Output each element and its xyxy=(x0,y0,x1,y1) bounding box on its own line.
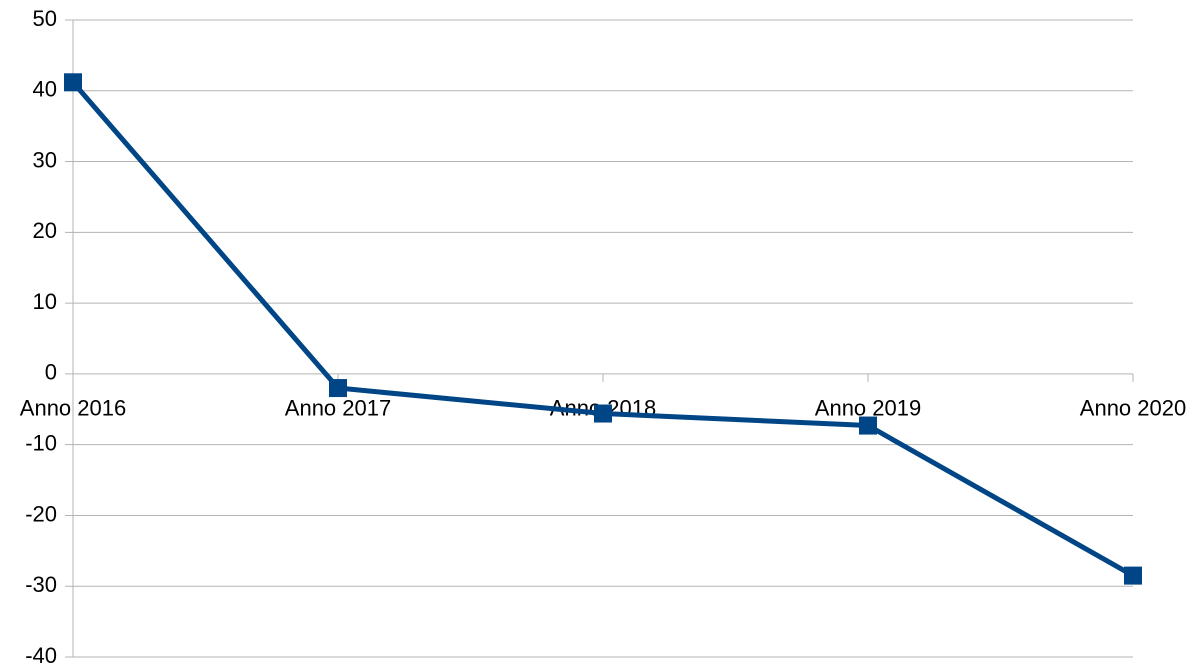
y-tick-label: -40 xyxy=(25,643,57,668)
x-tick-label: Anno 2017 xyxy=(285,396,391,421)
y-tick-label: -20 xyxy=(25,501,57,526)
marker xyxy=(859,416,877,435)
y-tick-label: 0 xyxy=(45,360,57,385)
y-tick-label: 10 xyxy=(33,289,57,314)
marker xyxy=(64,73,82,92)
y-tick-label: 50 xyxy=(33,6,57,31)
y-tick-label: 20 xyxy=(33,218,57,243)
marker xyxy=(594,404,612,423)
x-tick-label: Anno 2016 xyxy=(20,396,126,421)
marker xyxy=(1124,566,1142,585)
y-tick-label: 40 xyxy=(33,77,57,102)
marker xyxy=(329,379,347,398)
y-tick-label: 30 xyxy=(33,147,57,172)
y-tick-label: -30 xyxy=(25,572,57,597)
y-tick-label: -10 xyxy=(25,430,57,455)
x-tick-label: Anno 2020 xyxy=(1080,396,1186,421)
series-line xyxy=(71,80,1135,578)
x-tick-label: Anno 2019 xyxy=(815,396,921,421)
